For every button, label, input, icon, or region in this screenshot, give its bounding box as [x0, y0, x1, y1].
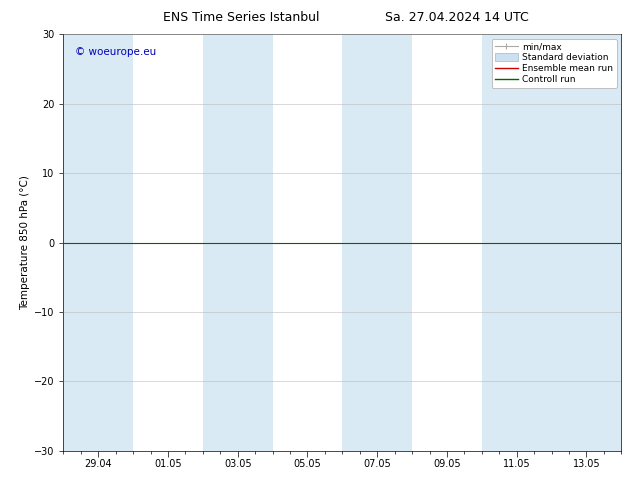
Bar [342, 34, 412, 451]
Y-axis label: Temperature 850 hPa (°C): Temperature 850 hPa (°C) [20, 175, 30, 310]
Bar [203, 34, 273, 451]
Bar [482, 34, 621, 451]
Bar [63, 34, 133, 451]
Text: ENS Time Series Istanbul: ENS Time Series Istanbul [163, 11, 319, 24]
Legend: min/max, Standard deviation, Ensemble mean run, Controll run: min/max, Standard deviation, Ensemble me… [491, 39, 617, 88]
Text: © woeurope.eu: © woeurope.eu [75, 47, 156, 57]
Text: Sa. 27.04.2024 14 UTC: Sa. 27.04.2024 14 UTC [385, 11, 528, 24]
